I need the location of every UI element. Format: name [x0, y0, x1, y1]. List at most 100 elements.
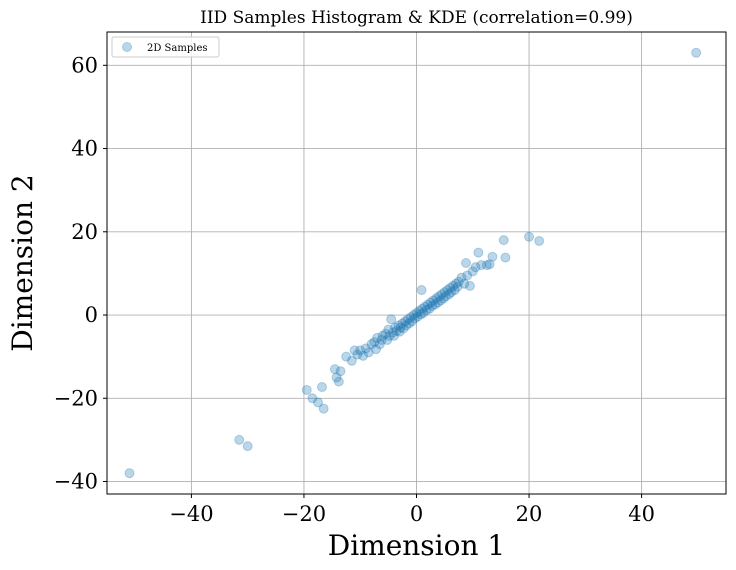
data-point [398, 323, 409, 334]
data-point [438, 293, 449, 304]
data-point [377, 330, 388, 341]
data-point [445, 282, 456, 293]
data-point [318, 403, 329, 414]
data-point [436, 289, 447, 300]
data-point [355, 345, 366, 356]
data-point [363, 347, 374, 358]
data-point [425, 297, 436, 308]
data-point [352, 349, 363, 360]
data-point [456, 272, 467, 283]
data-point [414, 305, 425, 316]
data-point [428, 295, 439, 306]
data-point [450, 278, 461, 289]
data-point [313, 397, 324, 408]
data-point [481, 260, 492, 271]
data-point [442, 285, 453, 296]
data-point [408, 310, 419, 321]
data-point [484, 259, 495, 270]
data-point [405, 312, 416, 323]
data-point [444, 289, 455, 300]
data-point [124, 468, 135, 479]
data-point [453, 276, 464, 287]
data-point [391, 325, 402, 336]
data-point [691, 47, 702, 58]
data-point [534, 235, 545, 246]
data-point [397, 318, 408, 329]
data-point [446, 287, 457, 298]
data-point [424, 303, 435, 314]
data-point [307, 393, 318, 404]
data-point [388, 330, 399, 341]
data-point [498, 235, 509, 246]
data-point [432, 297, 443, 308]
data-point [404, 318, 415, 329]
data-point [411, 307, 422, 318]
data-point [301, 384, 312, 395]
legend-label: 2D Samples [147, 43, 208, 54]
data-point [406, 316, 417, 327]
data-point [524, 231, 535, 242]
y-tick-label: −20 [54, 386, 98, 410]
y-tick-label: 0 [85, 303, 98, 327]
grid [107, 32, 726, 494]
data-point [430, 299, 441, 310]
data-point [394, 326, 405, 337]
x-tick-label: 0 [410, 502, 423, 526]
data-point [452, 281, 463, 292]
x-tick-label: −40 [169, 502, 213, 526]
data-point [358, 350, 369, 361]
data-point [416, 285, 427, 296]
data-point [416, 309, 427, 320]
x-tick-label: 40 [628, 502, 655, 526]
y-tick-label: −40 [54, 470, 98, 494]
data-point [346, 355, 357, 366]
data-point [390, 322, 401, 333]
data-point [440, 291, 451, 302]
data-point [384, 330, 395, 341]
data-point [242, 441, 253, 452]
data-point [370, 344, 381, 355]
data-point [461, 258, 472, 268]
data-point [476, 260, 487, 271]
data-point [331, 372, 342, 383]
legend: 2D Samples [111, 36, 220, 58]
data-point [349, 345, 360, 356]
data-point [427, 300, 438, 311]
data-point [434, 291, 445, 302]
data-point [382, 335, 393, 345]
legend-marker [122, 42, 132, 52]
data-point [439, 287, 450, 298]
axis-ticks: −40 −20 0 20 40 −40 −20 0 20 40 60 [54, 53, 655, 526]
data-point [419, 301, 430, 312]
data-point [422, 299, 433, 310]
data-point [395, 322, 406, 333]
data-point [400, 316, 411, 327]
y-tick-label: 20 [71, 220, 98, 244]
data-point [386, 314, 397, 325]
data-point [383, 324, 394, 335]
data-point [403, 314, 414, 325]
data-point [448, 280, 459, 291]
data-point [374, 339, 385, 350]
x-axis-label: Dimension 1 [328, 529, 506, 562]
y-tick-label: 60 [71, 53, 98, 77]
data-point [380, 328, 391, 339]
legend-box [111, 36, 220, 58]
y-tick-label: 40 [71, 137, 98, 161]
data-point [387, 327, 398, 338]
data-points [124, 47, 702, 479]
data-point [418, 307, 429, 318]
data-point [487, 251, 498, 262]
data-point [234, 434, 245, 445]
data-point [449, 285, 460, 296]
data-point [464, 280, 475, 291]
data-point [467, 266, 478, 277]
data-point [421, 305, 432, 316]
data-point [369, 337, 380, 348]
data-point [401, 320, 412, 331]
data-point [335, 366, 346, 377]
data-point [372, 332, 383, 343]
data-point [473, 247, 484, 258]
data-point [431, 293, 442, 304]
